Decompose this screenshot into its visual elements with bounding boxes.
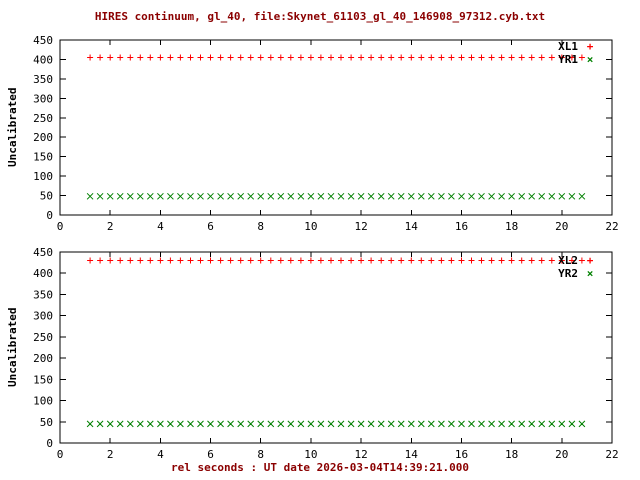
tick-label: 100 — [33, 170, 53, 183]
tick-label: 4 — [157, 448, 164, 461]
tick-label: 200 — [33, 352, 53, 365]
cross-marker-icon: × — [586, 267, 594, 280]
tick-label: 150 — [33, 151, 53, 164]
tick-label: 400 — [33, 267, 53, 280]
tick-label: 6 — [207, 220, 214, 233]
tick-label: 14 — [405, 448, 419, 461]
tick-label: 22 — [605, 220, 618, 233]
plot-title: HIRES continuum, gl_40, file:Skynet_6110… — [94, 10, 546, 23]
tick-label: 50 — [40, 416, 53, 429]
tick-label: 10 — [304, 220, 317, 233]
tick-label: 0 — [57, 448, 64, 461]
tick-label: 14 — [405, 220, 419, 233]
tick-label: 2 — [107, 220, 114, 233]
plot-border — [59, 251, 613, 444]
cross-marker-icon: × — [586, 53, 594, 66]
data-points-yr2 — [86, 420, 586, 428]
tick-label: 250 — [33, 112, 53, 125]
tick-label: 350 — [33, 288, 53, 301]
tick-label: 18 — [505, 220, 518, 233]
tick-label: 22 — [605, 448, 618, 461]
tick-label: 200 — [33, 131, 53, 144]
tick-marks — [59, 251, 613, 444]
tick-label: 12 — [354, 220, 367, 233]
tick-label: 10 — [304, 448, 317, 461]
tick-label: 350 — [33, 73, 53, 86]
legend-top-plot: XL1 + YR1 × — [558, 40, 594, 66]
data-points-xl2 — [87, 257, 585, 264]
tick-label: 12 — [354, 448, 367, 461]
tick-marks — [59, 39, 613, 216]
tick-label: 8 — [257, 220, 264, 233]
tick-label: 0 — [46, 437, 53, 450]
data-points-yr1 — [86, 192, 586, 200]
plus-marker-icon: + — [586, 254, 594, 267]
tick-label: 0 — [57, 220, 64, 233]
tick-label: 250 — [33, 331, 53, 344]
tick-label: 20 — [555, 448, 568, 461]
tick-label: 100 — [33, 395, 53, 408]
tick-label: 8 — [257, 448, 264, 461]
legend-label-xl1: XL1 — [558, 40, 578, 53]
xaxis-label: rel seconds : UT date 2026-03-04T14:39:2… — [170, 461, 469, 474]
tick-label: 300 — [33, 92, 53, 105]
tick-label: 400 — [33, 53, 53, 66]
legend-label-yr2: YR2 — [558, 267, 578, 280]
tick-label: 450 — [33, 34, 53, 47]
tick-label: 50 — [40, 190, 53, 203]
tick-label: 0 — [46, 209, 53, 222]
tick-label: 18 — [505, 448, 518, 461]
tick-label: 16 — [455, 448, 468, 461]
tick-label: 20 — [555, 220, 568, 233]
plus-marker-icon: + — [586, 40, 594, 53]
legend-item-xl2: XL2 + — [558, 254, 594, 267]
legend-label-xl2: XL2 — [558, 254, 578, 267]
legend-label-yr1: YR1 — [558, 53, 578, 66]
data-points-xl1 — [87, 54, 585, 61]
tick-label: 6 — [207, 448, 214, 461]
tick-label: 300 — [33, 310, 53, 323]
tick-label: 4 — [157, 220, 164, 233]
tick-label: 16 — [455, 220, 468, 233]
tick-label: 2 — [107, 448, 114, 461]
legend-bottom-plot: XL2 + YR2 × — [558, 254, 594, 280]
tick-label: 150 — [33, 373, 53, 386]
legend-item-yr1: YR1 × — [558, 53, 594, 66]
plot-border — [59, 39, 613, 216]
legend-item-yr2: YR2 × — [558, 267, 594, 280]
legend-item-xl1: XL1 + — [558, 40, 594, 53]
tick-label: 450 — [33, 246, 53, 259]
